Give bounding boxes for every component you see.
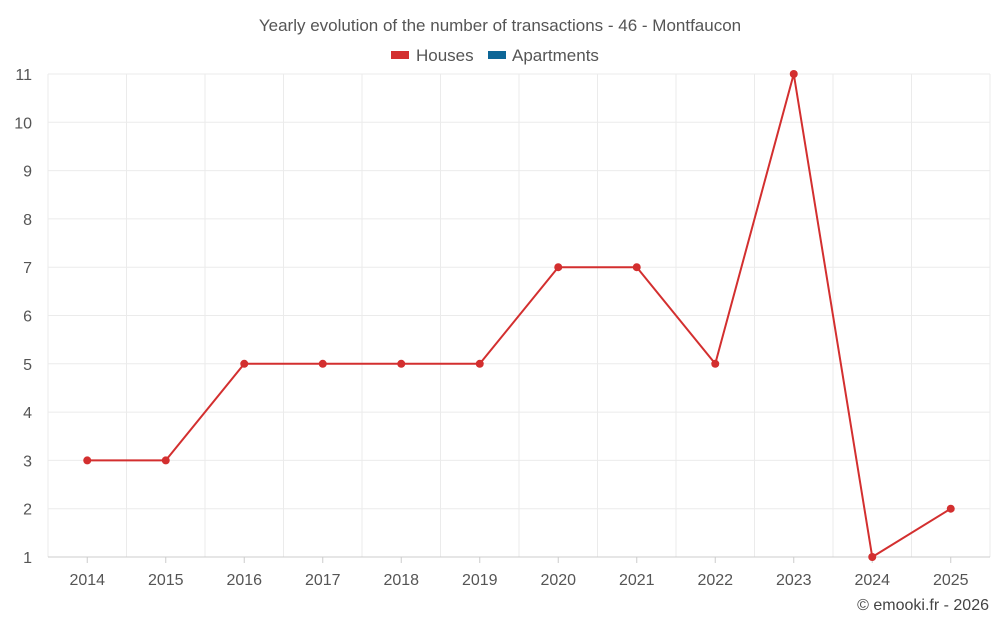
x-tick-label: 2017: [305, 572, 341, 589]
x-tick-labels: 2014 2015 2016 2017 2018 2019 2020 2021 2022 2023…: [69, 572, 968, 589]
series-line-houses: [87, 73, 952, 558]
data-point[interactable]: [711, 359, 720, 368]
y-tick-label: 5: [23, 357, 32, 374]
series-houses: [83, 70, 955, 561]
x-tick-label: 2025: [933, 572, 969, 589]
y-tick-label: 7: [23, 260, 32, 277]
data-point[interactable]: [161, 456, 170, 465]
axes: [48, 556, 990, 563]
grid: [47, 73, 991, 557]
x-tick-label: 2021: [619, 572, 655, 589]
data-point[interactable]: [475, 359, 484, 368]
y-tick-labels: 1 2 3 4 5 6 7 8 9 10 11: [14, 67, 32, 567]
y-tick-label: 11: [15, 67, 32, 84]
data-point[interactable]: [554, 263, 563, 272]
data-point[interactable]: [946, 504, 955, 513]
data-point[interactable]: [397, 359, 406, 368]
y-tick-label: 6: [23, 309, 32, 326]
credit-text: © emooki.fr - 2026: [857, 597, 989, 614]
y-tick-label: 3: [23, 453, 32, 470]
chart-title: Yearly evolution of the number of transa…: [259, 16, 741, 35]
legend-label-apartments: Apartments: [512, 46, 599, 65]
x-tick-label: 2015: [148, 572, 184, 589]
legend: Houses Apartments: [391, 46, 599, 65]
legend-item-apartments[interactable]: Apartments: [488, 46, 599, 65]
y-tick-label: 8: [23, 212, 32, 229]
data-point[interactable]: [83, 456, 92, 465]
x-tick-label: 2019: [462, 572, 498, 589]
y-tick-label: 9: [23, 164, 32, 181]
data-point[interactable]: [632, 263, 641, 272]
y-tick-label: 4: [23, 405, 32, 422]
x-tick-label: 2020: [540, 572, 576, 589]
legend-swatch-apartments: [488, 51, 506, 59]
x-tick-label: 2016: [226, 572, 262, 589]
data-point[interactable]: [240, 359, 249, 368]
x-tick-label: 2022: [697, 572, 733, 589]
x-tick-label: 2014: [69, 572, 105, 589]
x-tick-label: 2018: [383, 572, 419, 589]
legend-item-houses[interactable]: Houses: [391, 46, 474, 65]
x-tick-label: 2024: [854, 572, 890, 589]
data-point[interactable]: [789, 70, 798, 78]
x-tick-label: 2023: [776, 572, 812, 589]
legend-swatch-houses: [391, 51, 409, 59]
y-tick-label: 2: [23, 502, 32, 519]
y-tick-label: 10: [14, 115, 32, 132]
y-tick-label: 1: [23, 550, 32, 567]
data-point[interactable]: [318, 359, 327, 368]
legend-label-houses: Houses: [416, 46, 474, 65]
data-point[interactable]: [868, 553, 877, 561]
